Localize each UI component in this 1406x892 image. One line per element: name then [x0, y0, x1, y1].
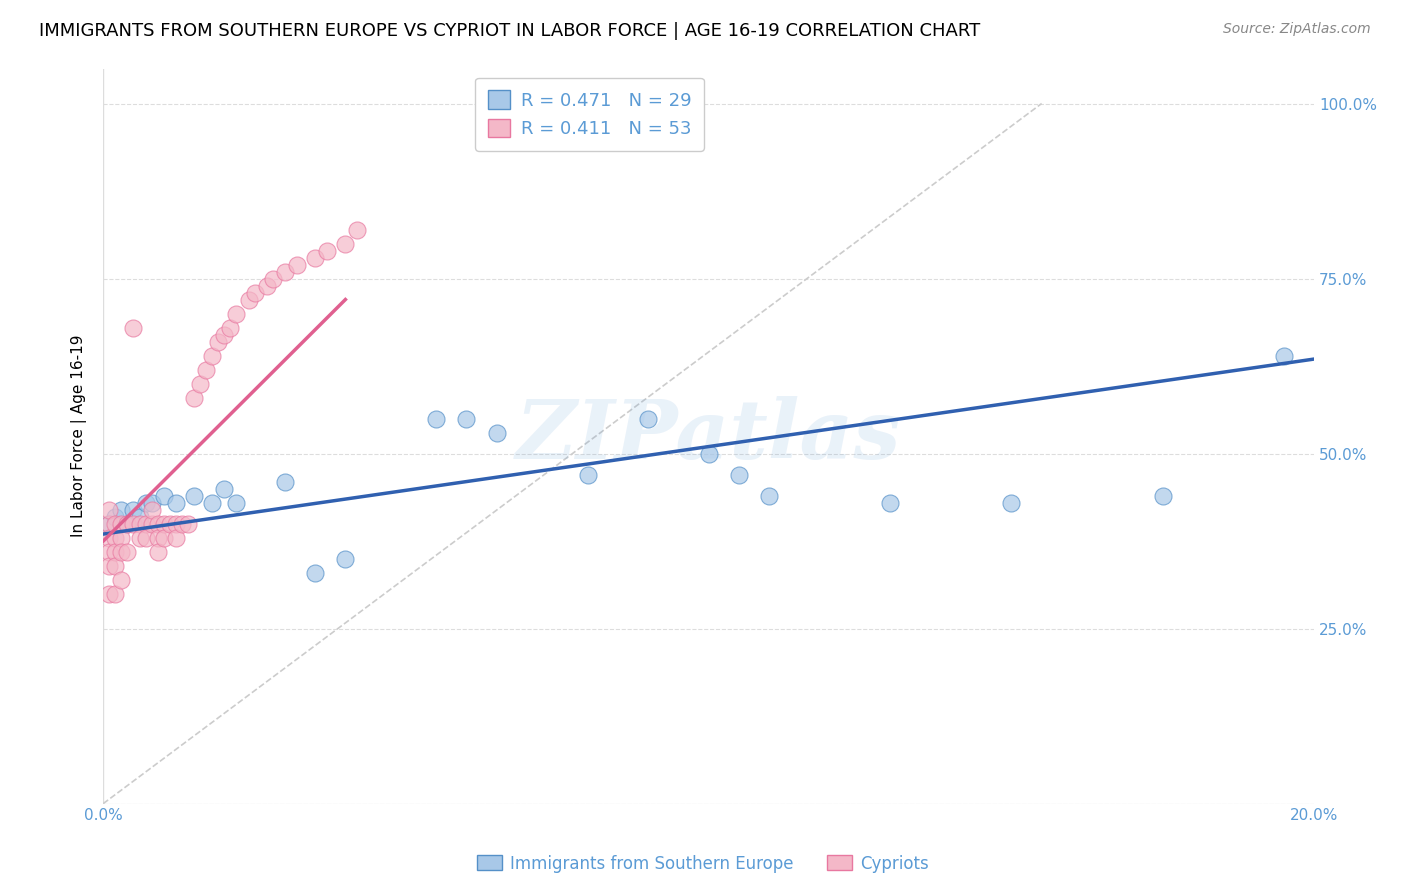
Point [1152, 489, 1174, 503]
Point [335, 236, 357, 251]
Point [98, 516, 121, 531]
Point [1000, 495, 1022, 509]
Point [104, 586, 127, 600]
Point [274, 264, 297, 278]
Point [135, 495, 157, 509]
Point [637, 411, 659, 425]
Point [697, 446, 720, 460]
Point [98, 516, 121, 531]
Text: Source: ZipAtlas.com: Source: ZipAtlas.com [1223, 22, 1371, 37]
Point [304, 251, 326, 265]
Point [177, 516, 200, 531]
Point [104, 531, 127, 545]
Point [238, 293, 260, 307]
Point [159, 516, 181, 531]
Legend: R = 0.471   N = 29, R = 0.411   N = 53: R = 0.471 N = 29, R = 0.411 N = 53 [475, 78, 704, 151]
Point [165, 516, 187, 531]
Point [98, 586, 121, 600]
Point [122, 320, 145, 334]
Point [425, 411, 447, 425]
Point [117, 516, 139, 531]
Point [165, 531, 187, 545]
Point [1272, 349, 1295, 363]
Point [456, 411, 478, 425]
Point [262, 271, 284, 285]
Point [128, 509, 150, 524]
Point [170, 516, 193, 531]
Legend: Immigrants from Southern Europe, Cypriots: Immigrants from Southern Europe, Cypriot… [470, 848, 936, 880]
Point [141, 502, 163, 516]
Point [335, 551, 357, 566]
Point [128, 531, 150, 545]
Point [485, 425, 508, 440]
Point [117, 544, 139, 558]
Point [117, 516, 139, 531]
Point [152, 531, 174, 545]
Point [576, 467, 599, 482]
Point [135, 531, 157, 545]
Point [758, 489, 780, 503]
Point [110, 531, 132, 545]
Point [110, 502, 132, 516]
Point [110, 544, 132, 558]
Point [104, 558, 127, 573]
Point [183, 391, 205, 405]
Text: ZIPatlas: ZIPatlas [516, 396, 901, 476]
Point [214, 327, 236, 342]
Point [201, 349, 224, 363]
Point [201, 495, 224, 509]
Point [104, 516, 127, 531]
Point [146, 516, 169, 531]
Point [141, 516, 163, 531]
Point [728, 467, 751, 482]
Point [152, 489, 174, 503]
Point [104, 544, 127, 558]
Point [146, 531, 169, 545]
Point [122, 516, 145, 531]
Point [110, 573, 132, 587]
Point [98, 531, 121, 545]
Point [274, 475, 297, 489]
Point [128, 516, 150, 531]
Point [141, 495, 163, 509]
Point [146, 544, 169, 558]
Point [207, 334, 229, 349]
Point [122, 502, 145, 516]
Point [104, 509, 127, 524]
Point [195, 362, 218, 376]
Point [188, 376, 211, 391]
Point [243, 285, 266, 300]
Point [135, 516, 157, 531]
Point [98, 558, 121, 573]
Point [165, 495, 187, 509]
Point [152, 516, 174, 531]
Point [256, 278, 278, 293]
Point [304, 566, 326, 580]
Point [98, 502, 121, 516]
Point [183, 489, 205, 503]
Point [98, 544, 121, 558]
Point [285, 258, 308, 272]
Point [316, 244, 339, 258]
Text: IMMIGRANTS FROM SOUTHERN EUROPE VS CYPRIOT IN LABOR FORCE | AGE 16-19 CORRELATIO: IMMIGRANTS FROM SOUTHERN EUROPE VS CYPRI… [39, 22, 980, 40]
Point [225, 495, 247, 509]
Y-axis label: In Labor Force | Age 16-19: In Labor Force | Age 16-19 [72, 334, 87, 537]
Point [879, 495, 901, 509]
Point [110, 516, 132, 531]
Point [214, 482, 236, 496]
Point [346, 222, 368, 236]
Point [219, 320, 242, 334]
Point [225, 307, 247, 321]
